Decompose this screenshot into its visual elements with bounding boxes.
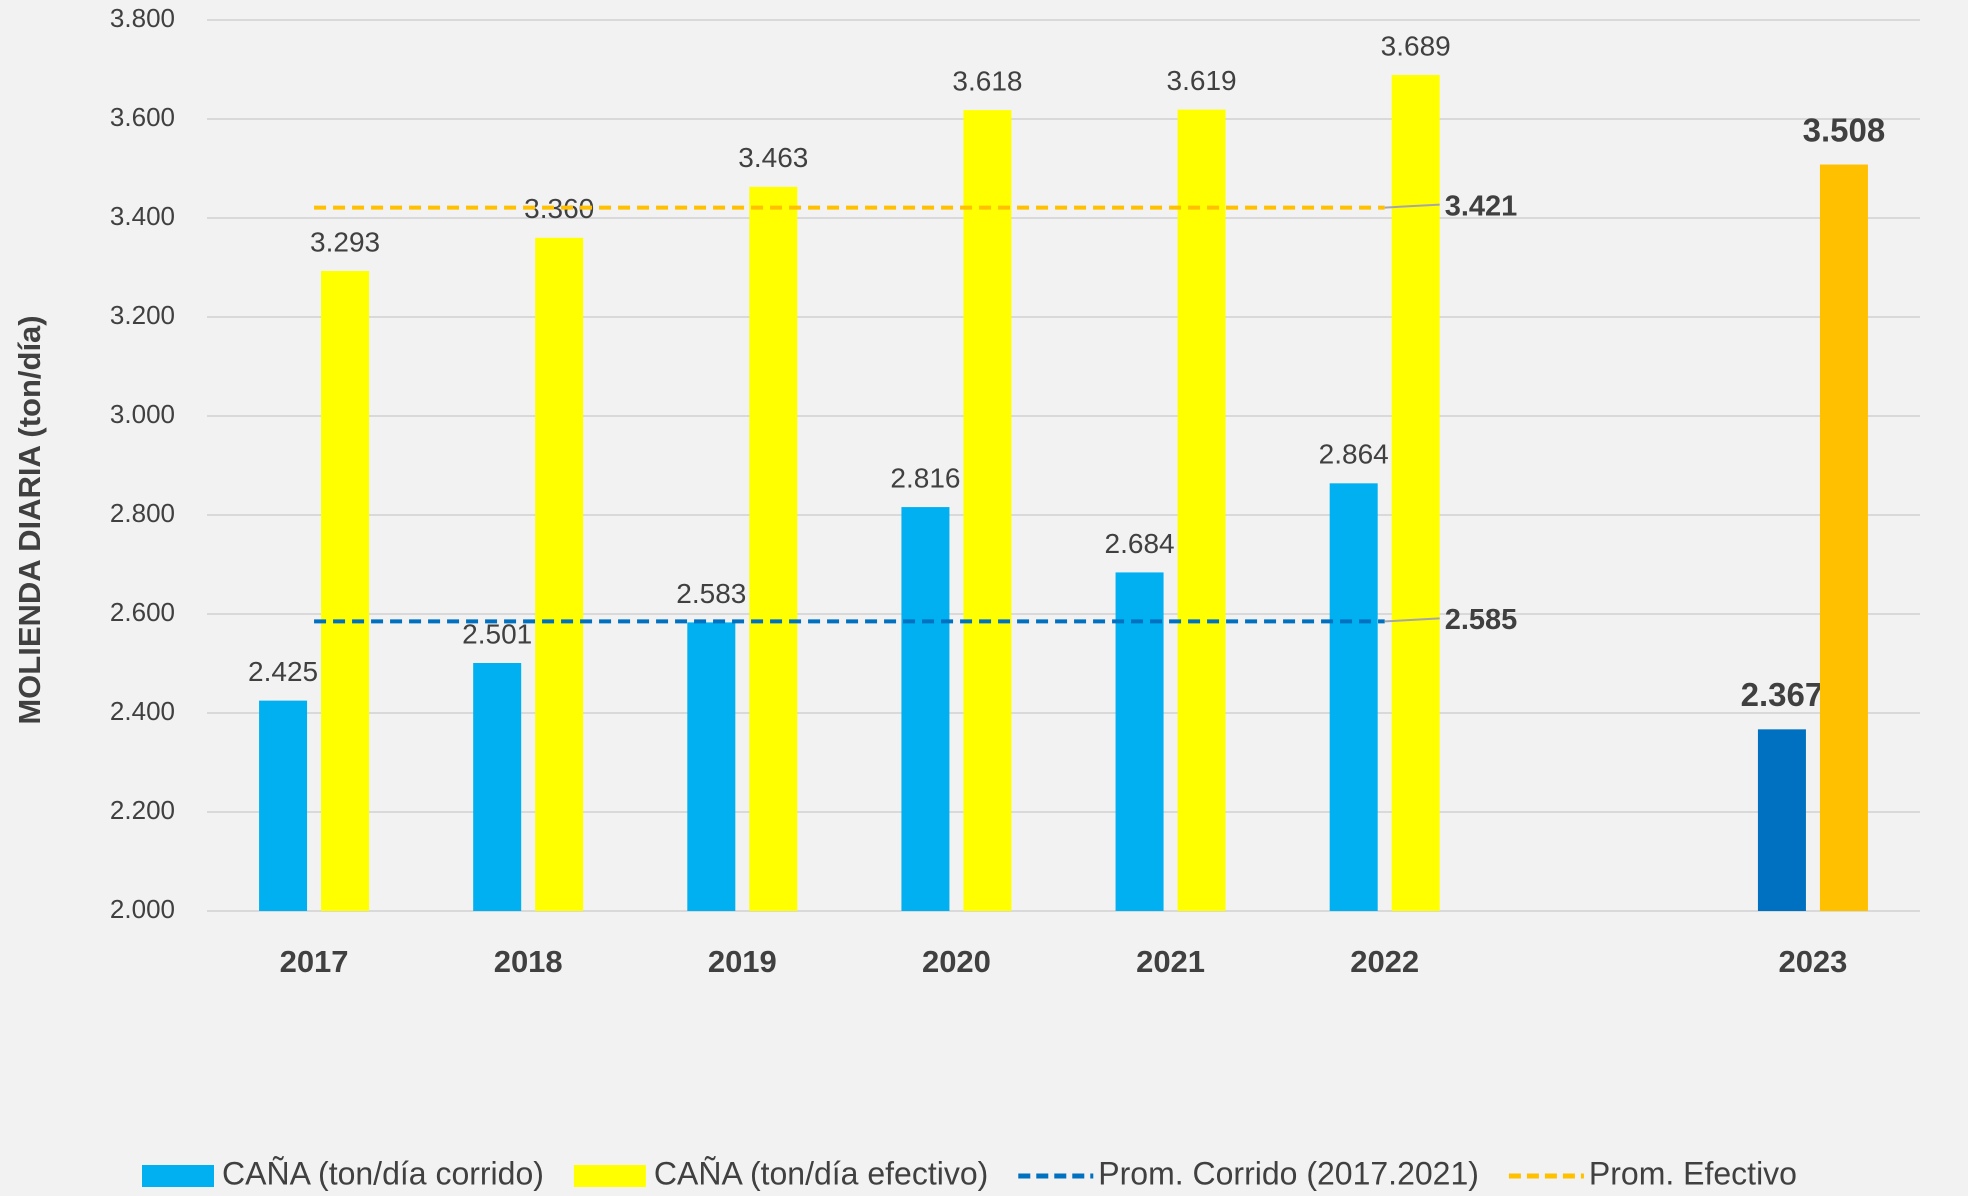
value-label: 3.618 bbox=[952, 65, 1022, 96]
reference-label: 2.585 bbox=[1445, 604, 1518, 636]
bar bbox=[749, 186, 798, 911]
bar bbox=[687, 622, 736, 911]
value-label: 3.508 bbox=[1803, 111, 1886, 148]
bar bbox=[1391, 74, 1440, 911]
value-label: 2.425 bbox=[248, 656, 318, 687]
bar bbox=[1757, 729, 1806, 911]
x-tick-label: 2017 bbox=[280, 944, 349, 979]
value-label: 3.293 bbox=[310, 226, 380, 257]
y-tick-label: 3.400 bbox=[110, 201, 175, 231]
leader-line bbox=[1384, 203, 1440, 209]
value-label: 2.583 bbox=[676, 578, 746, 609]
value-label: 2.367 bbox=[1741, 676, 1824, 713]
bar bbox=[963, 110, 1012, 912]
bar bbox=[901, 507, 950, 911]
y-tick-label: 3.200 bbox=[110, 300, 175, 330]
value-label: 2.864 bbox=[1319, 439, 1389, 470]
bar bbox=[1819, 164, 1868, 912]
y-tick-label: 3.000 bbox=[110, 399, 175, 429]
reference-label: 3.421 bbox=[1445, 190, 1518, 222]
value-label: 3.689 bbox=[1381, 30, 1451, 61]
legend-label: Prom. Corrido (2017.2021) bbox=[1098, 1155, 1479, 1191]
y-tick-label: 2.400 bbox=[110, 696, 175, 726]
bar bbox=[535, 237, 584, 912]
x-tick-label: 2020 bbox=[922, 944, 991, 979]
legend-label: Prom. Efectivo bbox=[1589, 1155, 1797, 1191]
bar bbox=[321, 270, 370, 912]
x-tick-label: 2021 bbox=[1136, 944, 1205, 979]
value-label: 2.684 bbox=[1105, 528, 1175, 559]
leader-line bbox=[1384, 617, 1440, 623]
x-tick-label: 2018 bbox=[494, 944, 563, 979]
bar bbox=[473, 663, 522, 911]
x-tick-label: 2023 bbox=[1778, 944, 1847, 979]
bar bbox=[1115, 572, 1164, 911]
legend-swatch bbox=[142, 1165, 214, 1187]
value-label: 3.619 bbox=[1167, 65, 1237, 96]
legend-label: CAÑA (ton/día corrido) bbox=[222, 1155, 544, 1191]
bar bbox=[1329, 483, 1378, 911]
x-tick-label: 2019 bbox=[708, 944, 777, 979]
legend-swatch bbox=[573, 1165, 646, 1187]
y-tick-label: 3.600 bbox=[110, 102, 175, 132]
y-tick-label: 3.800 bbox=[110, 3, 175, 33]
y-tick-label: 2.200 bbox=[110, 795, 175, 825]
x-tick-label: 2022 bbox=[1350, 944, 1419, 979]
y-tick-label: 2.000 bbox=[110, 894, 175, 924]
y-tick-label: 2.600 bbox=[110, 597, 175, 627]
value-label: 3.463 bbox=[738, 142, 808, 173]
bar bbox=[1177, 109, 1226, 912]
value-label: 2.816 bbox=[890, 462, 960, 493]
y-axis-label: MOLIENDA DIARIA (ton/día) bbox=[12, 315, 47, 724]
value-label: 2.501 bbox=[462, 618, 532, 649]
y-tick-label: 2.800 bbox=[110, 498, 175, 528]
legend-label: CAÑA (ton/día efectivo) bbox=[654, 1155, 988, 1191]
bar bbox=[259, 700, 308, 911]
